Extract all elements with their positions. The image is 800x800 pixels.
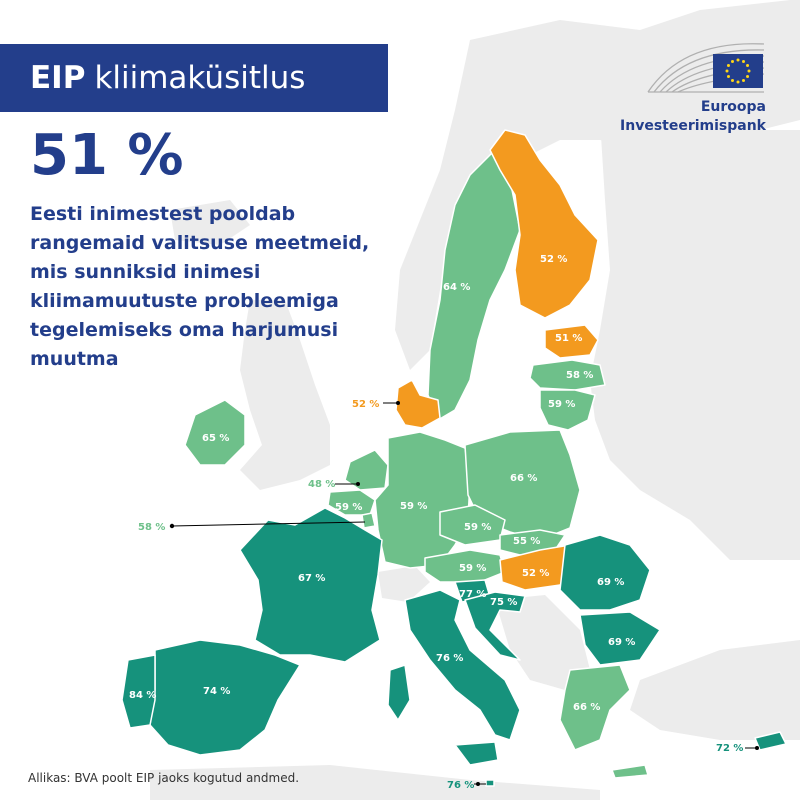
label-latvia: 58 % [566, 370, 593, 381]
label-slovakia: 55 % [513, 536, 540, 547]
label-cyprus: 72 % [716, 743, 743, 754]
country-spain [149, 639, 301, 756]
dot-malta [476, 782, 480, 786]
land-switzerland [378, 566, 430, 602]
country-lithuania [539, 389, 596, 431]
label-hungary: 52 % [522, 568, 549, 579]
eib-logo [647, 43, 765, 93]
eu-star-icon [746, 75, 750, 78]
label-ireland: 65 % [202, 433, 229, 444]
country-italy [404, 589, 521, 741]
leader-dots [169, 401, 759, 786]
leader-luxembourg [171, 521, 366, 527]
country-estonia [544, 324, 599, 359]
label-italy: 76 % [436, 653, 463, 664]
value-labels: 52 % 64 % 51 % 58 % 59 % 52 % 65 % 48 % … [129, 254, 743, 791]
eu-star-icon [747, 69, 751, 73]
country-france [239, 507, 383, 663]
label-luxembourg: 58 % [138, 522, 165, 533]
land-africa [150, 765, 600, 800]
country-cyprus [754, 731, 787, 751]
label-austria: 59 % [459, 563, 486, 574]
label-denmark: 52 % [352, 399, 379, 410]
eu-star-icon [726, 75, 730, 78]
country-germany [374, 431, 471, 569]
label-czechia: 59 % [464, 522, 491, 533]
title-bold: EIP [30, 60, 86, 96]
country-bulgaria [579, 611, 661, 666]
label-portugal: 84 % [129, 690, 156, 701]
logo-line1: Euroopa [700, 99, 766, 115]
label-bulgaria: 69 % [608, 637, 635, 648]
label-netherlands: 48 % [308, 479, 335, 490]
eu-star-icon [726, 64, 730, 67]
country-sweden [427, 149, 521, 421]
eu-star-icon [731, 79, 734, 83]
label-sweden: 64 % [443, 282, 470, 293]
eu-countries [121, 129, 787, 787]
dot-cyprus [755, 746, 759, 750]
dot-netherlands [356, 482, 360, 486]
title-banner: EIP kliimaküsitlus [0, 44, 388, 112]
highlight-value: 51 % [30, 123, 184, 188]
country-croatia [464, 591, 526, 661]
source-note: Allikas: BVA poolt EIP jaoks kogutud and… [28, 771, 300, 785]
country-denmark [395, 379, 441, 429]
island-sardinia [387, 664, 411, 721]
label-germany: 59 % [400, 501, 427, 512]
eu-star-icon [731, 59, 734, 63]
country-romania [559, 534, 651, 611]
logo-text: Euroopa Investeerimispank [620, 98, 766, 136]
country-latvia [529, 359, 606, 391]
label-finland: 52 % [540, 254, 567, 265]
eu-star-icon [736, 58, 740, 62]
country-greece [559, 664, 631, 751]
land-uk [240, 300, 330, 490]
dot-luxembourg [169, 523, 175, 529]
label-belgium: 59 % [335, 502, 362, 513]
label-greece: 66 % [573, 702, 600, 713]
label-france: 67 % [298, 573, 325, 584]
country-finland [489, 129, 599, 319]
label-croatia: 75 % [490, 597, 517, 608]
label-slovenia: 77 % [459, 589, 486, 600]
label-malta: 76 % [447, 780, 474, 791]
eu-star-icon [742, 59, 745, 63]
dot-denmark [396, 401, 400, 405]
land-iceland [170, 200, 250, 245]
label-estonia: 51 % [555, 333, 582, 344]
eu-star-icon [742, 79, 745, 83]
label-poland: 66 % [510, 473, 537, 484]
country-luxembourg [361, 512, 376, 529]
eu-stars-icon [725, 58, 751, 84]
highlight-text: Eesti inimestest pooldab rangemaid valit… [30, 203, 370, 370]
label-spain: 74 % [203, 686, 230, 697]
logo-line2: Investeerimispank [620, 118, 766, 134]
country-malta [485, 779, 495, 787]
island-sicily [454, 741, 499, 766]
label-romania: 69 % [597, 577, 624, 588]
country-portugal [121, 654, 156, 729]
label-lithuania: 59 % [548, 399, 575, 410]
island-crete [611, 764, 649, 779]
eu-star-icon [746, 64, 750, 67]
eu-star-icon [736, 80, 740, 84]
land-balkans [495, 595, 590, 690]
eu-star-icon [725, 69, 729, 73]
title-rest: kliimaküsitlus [94, 60, 306, 96]
country-austria [424, 549, 506, 583]
land-turkey [630, 640, 800, 740]
land-russia [590, 110, 800, 560]
country-ireland [184, 399, 246, 466]
